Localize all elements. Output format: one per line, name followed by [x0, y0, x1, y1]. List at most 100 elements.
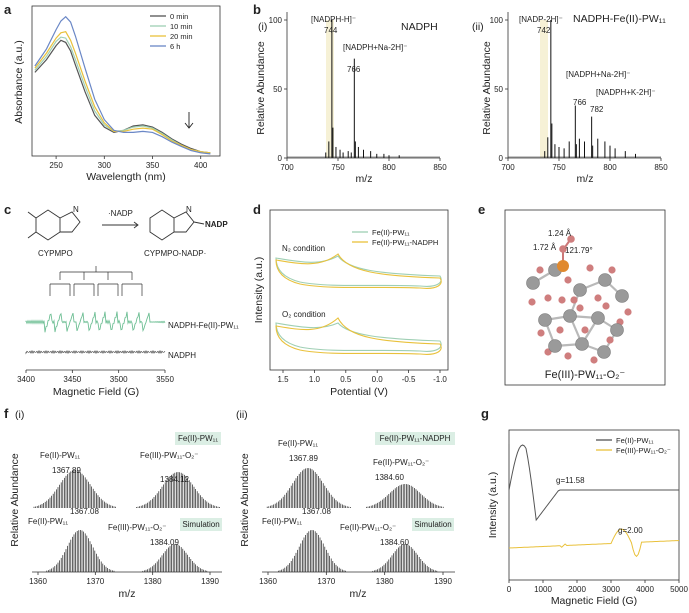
- plot-fi-xticks: 1360 1370 1380 1390: [29, 572, 219, 586]
- plot-fii-xticks: 1360 1370 1380 1390: [259, 572, 452, 586]
- plot-d-curve-o2-fe-nadph: [275, 317, 442, 355]
- plot-d-curve-n2-fe-nadph: [275, 253, 442, 289]
- plot-fii-label-5: Fe(II)-PW₁₁: [262, 517, 302, 526]
- panel-f-ii: (ii) Fe(II)-PW₁₁-NADPH Simulation 1360 13…: [236, 409, 455, 600]
- plot-g-xticks: 0 1000 2000 3000 4000 5000: [507, 580, 688, 594]
- plot-c-xticks: 3400 3450 3500 3550: [17, 370, 174, 384]
- plot-bi-ann-3: [NADPH+Na-2H]⁻: [343, 43, 407, 52]
- plot-fi-xlabel: m/z: [119, 588, 136, 600]
- metal-atom-4: [615, 289, 629, 303]
- plot-bi-axes: [286, 12, 440, 159]
- plot-fi-box-2-text: Simulation: [182, 520, 219, 529]
- plot-d-xtick-1: 1.0: [309, 375, 321, 384]
- cypmpo-n: N: [73, 205, 79, 214]
- plot-bi-xtick-2: 800: [382, 163, 396, 172]
- plot-bii-ann-1: [NADP-2H]⁻: [519, 15, 563, 24]
- oxygen-atom-11: [590, 356, 598, 364]
- plot-a-legend-label-1: 10 min: [170, 22, 193, 31]
- plot-d-frame: [269, 209, 449, 371]
- plot-fii-box-2-text: Simulation: [414, 520, 451, 529]
- epr-spectrum-nadph: [25, 349, 166, 355]
- plot-a-series-1: [34, 36, 211, 154]
- plot-a-xtick-1: 300: [98, 161, 112, 170]
- oxygen-atom-12: [537, 329, 545, 337]
- plot-bii-ytick-2: 0: [499, 154, 504, 163]
- plot-bi-ytick-1: 50: [273, 85, 282, 94]
- plot-bii-axes: [507, 12, 661, 159]
- panel-label-c: c: [4, 202, 11, 217]
- plot-bii-title: NADPH-Fe(II)-PW₁₁: [573, 13, 666, 25]
- plot-fi-box-2: [180, 518, 222, 531]
- plot-bi-ylabel: Relative Abundance: [255, 41, 267, 135]
- plot-c-xtick-2: 3500: [110, 375, 128, 384]
- oxygen-atom-0: [536, 266, 544, 274]
- epr-spectra: [25, 311, 166, 355]
- nadp-group-label: NADP: [205, 220, 228, 229]
- metal-atom-3: [598, 273, 612, 287]
- plot-fii-bars: [266, 468, 444, 572]
- plot-bii-xtick-3: 850: [654, 163, 668, 172]
- oxygen-atom-10: [564, 352, 572, 360]
- plot-e-frame: [504, 209, 666, 386]
- plot-d-xticks: 1.5 1.0 0.5 0.0 -0.5 -1.0: [277, 370, 447, 384]
- plot-g-legend-label-1: Fe(III)-PW₁₁-O₂⁻: [616, 446, 671, 455]
- plot-c-xtick-1: 3450: [63, 375, 81, 384]
- molecule-caption: Fe(III)-PW₁₁-O₂⁻: [545, 369, 626, 381]
- plot-fii-box-1-text: Fe(II)-PW₁₁-NADPH: [380, 434, 451, 443]
- panel-label-b: b: [253, 2, 261, 17]
- cypmpo-nadp-structure: [149, 209, 205, 241]
- oxygen-atom-18: [602, 302, 610, 310]
- plot-g-series-0: [508, 444, 679, 522]
- molecule-structure: [526, 235, 632, 364]
- panel-label-e: e: [478, 202, 485, 217]
- plot-d-ylabel: Intensity (a.u.): [253, 257, 265, 324]
- plot-bi-xticks: 700 750 800 850: [280, 158, 447, 172]
- plot-bi-xtick-0: 700: [280, 163, 294, 172]
- plot-bii-ytick-0: 100: [490, 16, 504, 25]
- plot-bii-ylabel: Relative Abundance: [481, 41, 493, 135]
- oxygen-atom-7: [556, 326, 564, 334]
- plot-d-xtick-2: 0.5: [340, 375, 352, 384]
- plot-fi-box-1: [175, 432, 221, 445]
- cypmpo-nadp-n: N: [186, 205, 192, 214]
- plot-bii-ann-2: 742: [537, 26, 551, 35]
- superoxide-o2: [567, 235, 575, 243]
- plot-a-legend-label-2: 20 min: [170, 32, 193, 41]
- plot-fii-xtick-0: 1360: [259, 577, 277, 586]
- panel-label-g: g: [481, 406, 489, 421]
- metal-atom-9: [548, 339, 562, 353]
- oxygen-atom-1: [544, 294, 552, 302]
- oxygen-atom-6: [528, 298, 536, 306]
- oxygen-atom-9: [606, 336, 614, 344]
- plot-bi-ann-1: [NADPH-H]⁻: [311, 15, 356, 24]
- panel-a: a 250 300 350 400 Wavelength (nm) Absorbanc…: [4, 2, 221, 183]
- plot-fii-label-7: Fe(II)-PW₁₁-O₂⁻: [340, 523, 396, 532]
- plot-bi-ytick-2: 0: [278, 154, 283, 163]
- plot-d-xtick-4: -0.5: [402, 375, 416, 384]
- plot-a-frame: [31, 5, 221, 157]
- plot-d-xlabel: Potential (V): [330, 386, 388, 398]
- plot-bi-ann-2: 744: [324, 26, 338, 35]
- metal-atom-0: [526, 276, 540, 290]
- plot-d-xtick-5: -1.0: [433, 375, 447, 384]
- panel-b: b (i) NADPH 700 750 800 850 100 50 0 m/z Rela…: [253, 2, 668, 185]
- plot-d-xtick-3: 0.0: [372, 375, 384, 384]
- plot-fi-box-1-text: Fe(II)-PW₁₁: [178, 434, 218, 443]
- plot-fi-label-1: Fe(II)-PW₁₁: [40, 451, 80, 460]
- plot-g-frame: [508, 429, 680, 581]
- plot-bii-highlight: [540, 20, 548, 158]
- plot-bi-ytick-0: 100: [269, 16, 283, 25]
- plot-d-legend-label-0: Fe(II)-PW₁₁: [372, 228, 410, 237]
- plot-bii-ann-6: 782: [590, 105, 604, 114]
- plot-bi-bars: [287, 20, 440, 158]
- plot-bi-title: NADPH: [401, 21, 438, 33]
- oxygen-atom-14: [594, 294, 602, 302]
- oxygen-atom-5: [624, 308, 632, 316]
- plot-a-lines: [34, 15, 211, 155]
- panel-label-f: f: [4, 406, 9, 421]
- plot-g-ann-2: g=2.00: [618, 526, 643, 535]
- epr-splitting-tree: [49, 266, 143, 296]
- decrease-arrow-icon: [184, 112, 194, 129]
